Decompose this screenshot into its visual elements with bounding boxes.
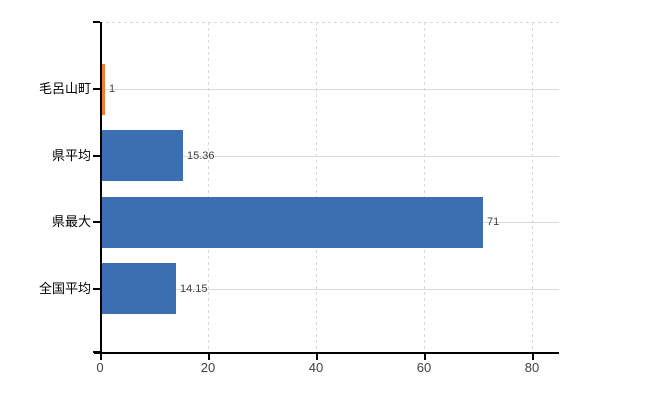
category-gridline xyxy=(100,89,559,90)
category-label-全国平均: 全国平均 xyxy=(38,281,91,296)
plot-area xyxy=(100,22,559,352)
category-label-県最大: 県最大 xyxy=(51,214,91,229)
x-axis-tick-80 xyxy=(532,354,534,360)
value-label-県最大: 71 xyxy=(487,216,500,228)
value-label-全国平均: 14.15 xyxy=(180,283,208,295)
y-axis-top-tick xyxy=(93,21,100,23)
category-label-県平均: 県平均 xyxy=(51,148,91,163)
x-axis-tick-60 xyxy=(424,354,426,360)
x-axis-tick-40 xyxy=(316,354,318,360)
x-gridline-40 xyxy=(316,22,317,352)
value-label-県平均: 15.36 xyxy=(187,150,215,162)
x-gridline-60 xyxy=(424,22,425,352)
bar-全国平均 xyxy=(100,263,176,314)
x-tick-label-20: 20 xyxy=(200,360,216,375)
x-axis xyxy=(94,352,559,354)
y-axis xyxy=(100,22,102,353)
category-gridline xyxy=(100,156,559,157)
y-axis-bottom-tick xyxy=(93,351,100,353)
x-axis-tick-20 xyxy=(208,354,210,360)
x-tick-label-80: 80 xyxy=(524,360,540,375)
bar-県最大 xyxy=(100,197,483,248)
y-axis-tick-全国平均 xyxy=(93,288,100,290)
value-label-毛呂山町: 1 xyxy=(109,83,116,95)
y-axis-tick-県平均 xyxy=(93,155,100,157)
category-gridline xyxy=(100,289,559,290)
bar-県平均 xyxy=(100,130,183,181)
plot-top-border xyxy=(100,22,559,23)
x-gridline-80 xyxy=(532,22,533,352)
category-label-毛呂山町: 毛呂山町 xyxy=(38,81,91,96)
x-axis-tick-0 xyxy=(100,354,102,360)
x-gridline-20 xyxy=(208,22,209,352)
bar-毛呂山町 xyxy=(100,64,105,115)
x-tick-label-0: 0 xyxy=(96,360,104,375)
y-axis-tick-県最大 xyxy=(93,221,100,223)
x-tick-label-40: 40 xyxy=(308,360,324,375)
y-axis-tick-毛呂山町 xyxy=(93,88,100,90)
x-tick-label-60: 60 xyxy=(416,360,432,375)
